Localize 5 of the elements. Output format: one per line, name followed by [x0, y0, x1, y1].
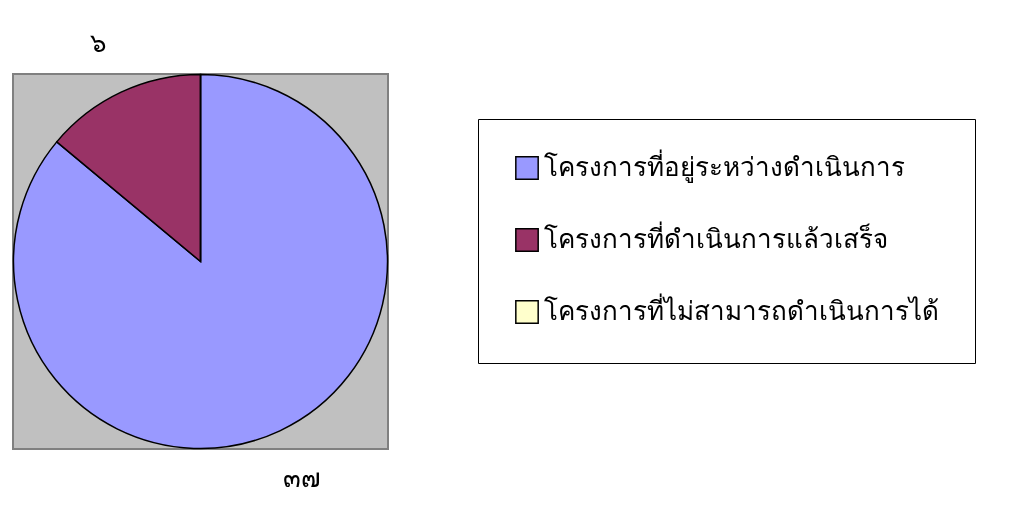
data-label: ๖: [90, 28, 108, 59]
legend-label: โครงการที่อยู่ระหว่างดำเนินการ: [544, 149, 905, 183]
legend-label: โครงการที่ดำเนินการแล้วเสร็จ: [544, 221, 888, 254]
data-label: ๓๗: [283, 462, 322, 493]
legend-label: โครงการที่ไม่สามารถดำเนินการได้: [544, 293, 939, 326]
